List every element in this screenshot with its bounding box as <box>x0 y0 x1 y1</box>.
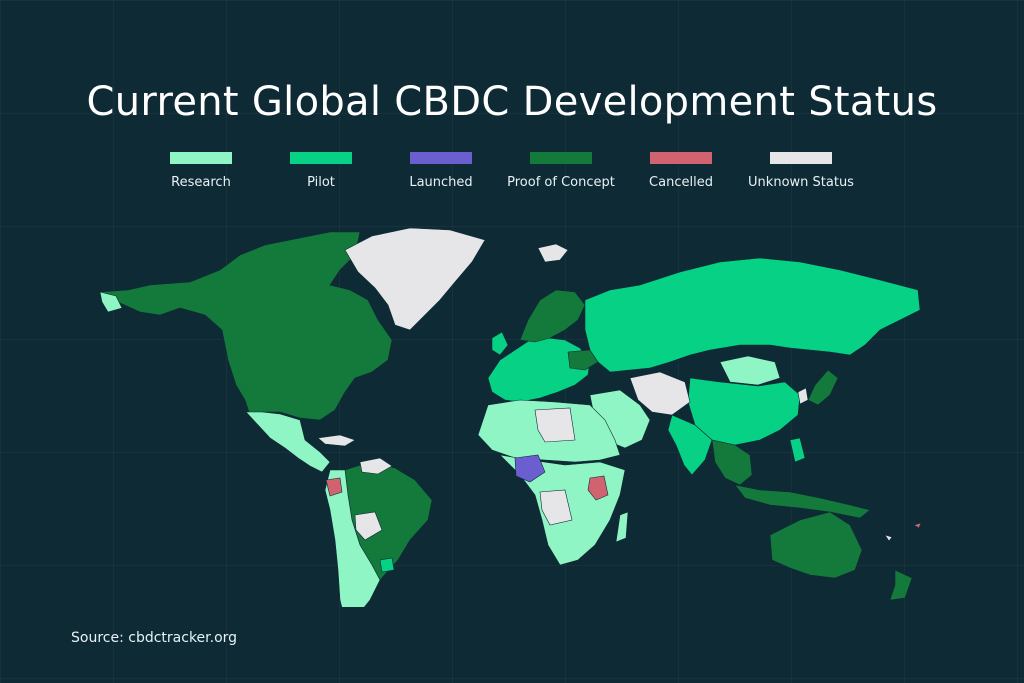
region-greenland <box>344 227 486 331</box>
chart-title: Current Global CBDC Development Status <box>86 78 938 125</box>
region-venezuela <box>359 457 393 475</box>
legend-item-pilot: Pilot <box>285 152 357 190</box>
legend: Research Pilot Launched Proof of Concept… <box>165 152 865 196</box>
region-ecuador <box>325 477 343 497</box>
region-madagascar <box>615 511 629 543</box>
region-central-africa <box>539 489 573 526</box>
region-middle-east-north <box>629 371 691 416</box>
region-south-america-west <box>324 469 381 607</box>
legend-label-cancelled: Cancelled <box>649 175 713 190</box>
legend-label-unknown-status: Unknown Status <box>748 175 854 190</box>
legend-item-cancelled: Cancelled <box>645 152 717 190</box>
region-indonesia <box>734 484 871 519</box>
region-australia <box>769 511 863 579</box>
region-north-america <box>98 231 393 421</box>
legend-label-pilot: Pilot <box>307 175 335 190</box>
region-new-zealand <box>889 569 913 601</box>
region-mexico-central-america <box>245 411 331 473</box>
legend-item-unknown-status: Unknown Status <box>746 152 856 190</box>
legend-swatch-pilot <box>290 152 352 164</box>
legend-label-launched: Launched <box>409 175 473 190</box>
region-mongolia <box>719 355 781 386</box>
legend-swatch-cancelled <box>650 152 712 164</box>
world-map <box>98 227 922 607</box>
region-pacific-island-cancelled <box>913 522 922 529</box>
region-sahara <box>534 407 576 443</box>
region-india <box>667 414 713 476</box>
region-alaska-west <box>99 291 123 313</box>
region-ukraine <box>567 349 599 371</box>
legend-label-research: Research <box>171 175 231 190</box>
legend-swatch-unknown-status <box>770 152 832 164</box>
legend-swatch-proof-of-concept <box>530 152 592 164</box>
region-southeast-asia <box>711 439 753 486</box>
region-japan <box>807 369 839 406</box>
region-scandinavia <box>519 289 586 343</box>
legend-item-research: Research <box>165 152 237 190</box>
region-russia <box>584 257 921 373</box>
region-nigeria <box>514 454 546 483</box>
legend-item-launched: Launched <box>405 152 477 190</box>
region-uruguay <box>379 557 395 573</box>
legend-swatch-launched <box>410 152 472 164</box>
region-korea <box>797 387 809 405</box>
region-pacific-island-unknown <box>884 534 893 542</box>
region-caribbean <box>317 434 356 447</box>
source-note: Source: cbdctracker.org <box>71 630 238 646</box>
region-iceland <box>537 243 569 263</box>
region-bolivia <box>354 511 383 541</box>
region-uk <box>491 331 509 356</box>
legend-label-proof-of-concept: Proof of Concept <box>507 175 615 190</box>
region-kenya <box>587 475 609 501</box>
legend-item-proof-of-concept: Proof of Concept <box>498 152 624 190</box>
region-philippines <box>789 437 806 463</box>
legend-swatch-research <box>170 152 232 164</box>
